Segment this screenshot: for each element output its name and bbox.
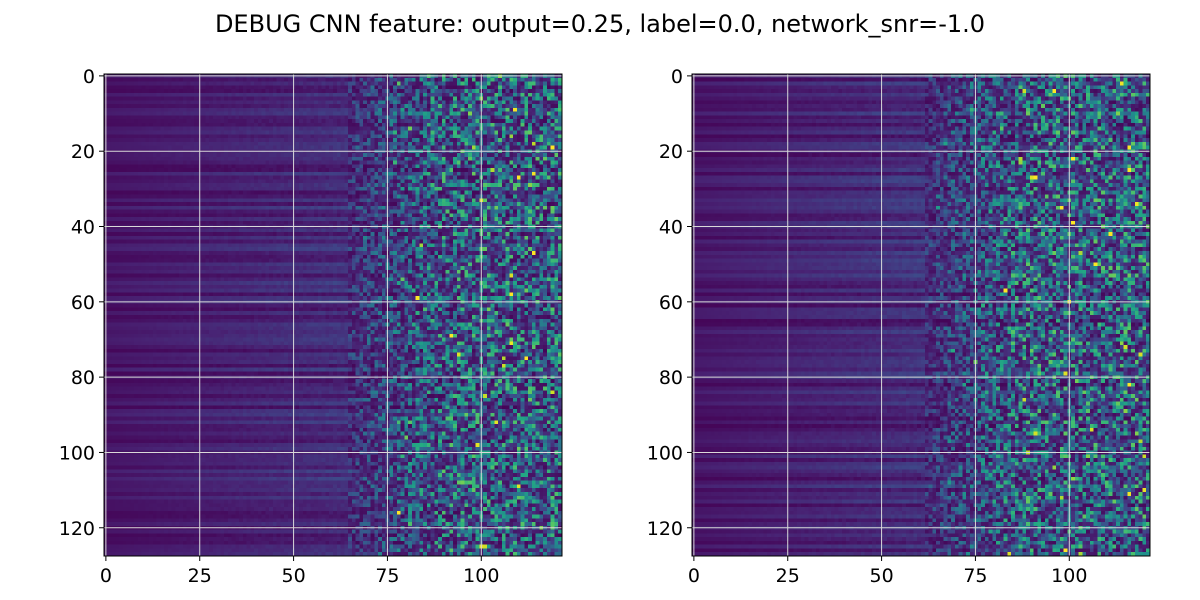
x-tick-label: 75 [963,565,987,587]
x-tick-label: 50 [281,565,305,587]
x-tick-label: 0 [688,565,700,587]
heatmap-panel-right: 0 25 50 75 100 0 20 40 60 80 100 120 [647,66,1151,587]
x-tick-label: 0 [100,565,112,587]
y-tick-label: 100 [647,442,683,464]
x-tick-label: 100 [1051,565,1087,587]
y-tick-label: 0 [671,66,683,88]
y-tick-label: 80 [659,367,683,389]
x-tick-label: 25 [188,565,212,587]
figure-title: DEBUG CNN feature: output=0.25, label=0.… [214,10,986,38]
y-tick-label: 120 [647,518,683,540]
y-tick-label: 80 [71,367,95,389]
x-tick-label: 75 [375,565,399,587]
y-tick-label: 60 [659,292,683,314]
y-tick-label: 100 [59,442,95,464]
x-tick-label: 25 [776,565,800,587]
y-tick-label: 40 [659,217,683,239]
heatmap-panel-left: 0 25 50 75 100 0 20 40 60 80 100 120 [59,66,563,587]
y-tick-label: 0 [83,66,95,88]
y-tick-label: 20 [659,141,683,163]
heatmap-image [104,74,562,556]
axes-frame [103,73,563,557]
y-tick-label: 40 [71,217,95,239]
y-tick-label: 60 [71,292,95,314]
axes-frame [691,73,1151,557]
x-tick-label: 50 [869,565,893,587]
y-tick-label: 120 [59,518,95,540]
y-tick-label: 20 [71,141,95,163]
x-tick-label: 100 [463,565,499,587]
heatmap-image [692,74,1150,556]
